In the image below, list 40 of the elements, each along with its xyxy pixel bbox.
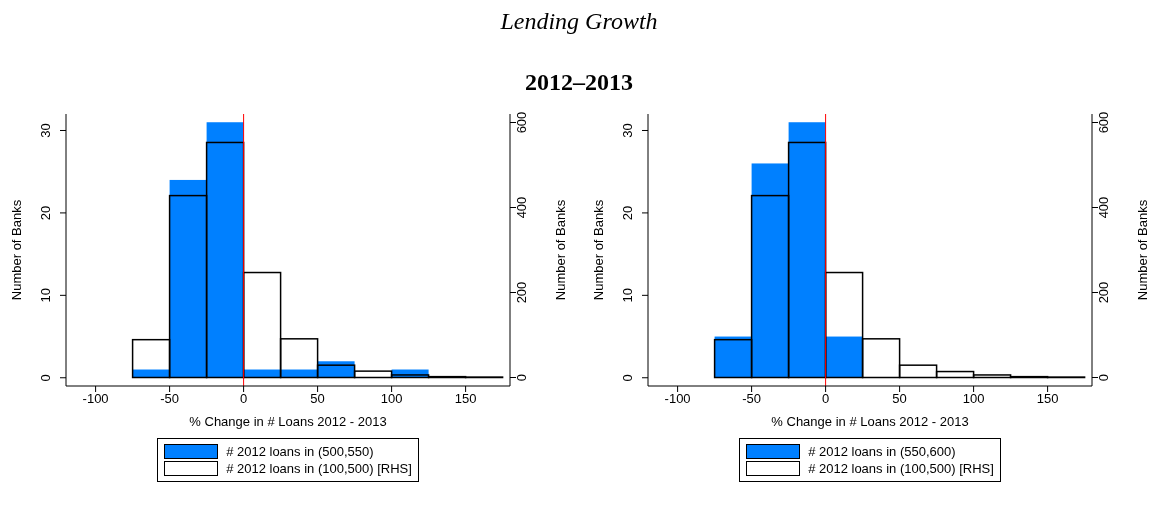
y-tick-label: 10 <box>620 288 635 303</box>
y-tick-label: 20 <box>620 205 635 221</box>
x-tick-label: 0 <box>821 391 830 407</box>
y2-axis-title: Number of Banks <box>1134 199 1150 301</box>
y2-tick-label: 200 <box>514 281 529 304</box>
text: Lending Growth <box>499 8 659 35</box>
y-tick-label: 30 <box>38 123 53 138</box>
x-tick-label: 0 <box>239 391 248 407</box>
x-axis-title: % Change in # Loans 2012 - 2013 <box>771 414 969 429</box>
y-tick-label: 20 <box>38 205 53 221</box>
x-tick-label: -50 <box>160 391 179 407</box>
y2-tick-label: 200 <box>1096 281 1111 304</box>
x-tick-label: -50 <box>742 391 761 407</box>
y-axis-title: Number of Banks <box>8 199 24 301</box>
x-tick-label: -100 <box>82 391 109 407</box>
legend-label: # 2012 loans in (100,500) [RHS] <box>226 461 412 476</box>
y2-tick-label: 0 <box>1096 373 1111 382</box>
x-tick-label: 50 <box>892 391 907 407</box>
y2-tick-label: 400 <box>1096 196 1111 219</box>
legend-label: # 2012 loans in (550,600) <box>808 444 956 459</box>
x-tick-label: 150 <box>1036 391 1059 407</box>
y-tick-label: 10 <box>38 288 53 303</box>
y2-tick-label: 400 <box>514 196 529 219</box>
x-tick-label: 100 <box>380 391 403 407</box>
x-tick-label: 100 <box>962 391 985 407</box>
y-axis-title: Number of Banks <box>590 199 606 301</box>
y-tick-label: 30 <box>620 123 635 138</box>
y-tick-label: 0 <box>38 374 53 382</box>
x-tick-label: 150 <box>454 391 477 407</box>
y2-tick-label: 0 <box>514 373 529 382</box>
legend-label: # 2012 loans in (500,550) <box>226 444 374 459</box>
x-tick-label: -100 <box>664 391 691 407</box>
legend-label: # 2012 loans in (100,500) [RHS] <box>808 461 994 476</box>
x-tick-label: 50 <box>310 391 325 407</box>
y2-axis-title: Number of Banks <box>552 199 568 301</box>
y2-tick-label: 600 <box>514 111 529 134</box>
x-axis-title: % Change in # Loans 2012 - 2013 <box>189 414 387 429</box>
text: 2012–2013 <box>524 69 634 96</box>
y2-tick-label: 600 <box>1096 111 1111 134</box>
y-tick-label: 0 <box>620 374 635 382</box>
